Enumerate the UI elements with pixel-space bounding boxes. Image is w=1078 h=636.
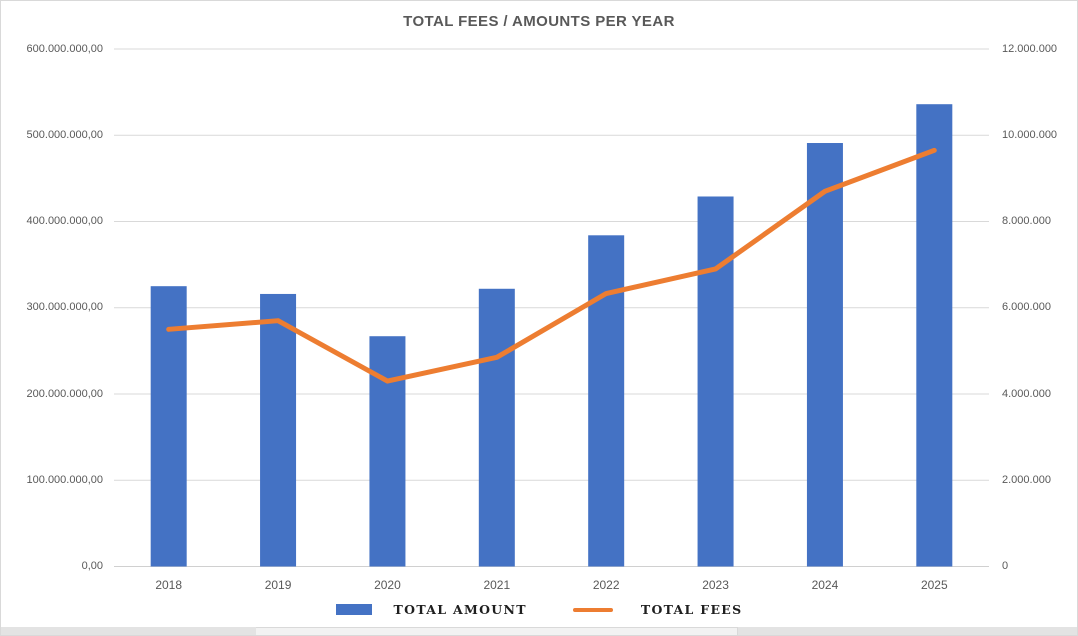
chart-title: TOTAL FEES / AMOUNTS PER YEAR	[403, 13, 675, 30]
right-axis-tick-label: 10.000.000	[1002, 128, 1058, 141]
right-axis-tick-label: 0	[1002, 560, 1009, 572]
legend-total-fees-label[interactable]: TOTAL FEES	[640, 602, 743, 617]
bottom-edge-strip	[1, 627, 1077, 635]
left-axis-tick-label: 300.000.000,00	[26, 301, 103, 314]
left-axis-tick-label: 100.000.000,00	[26, 473, 103, 486]
legend-line-swatch-icon[interactable]	[572, 607, 613, 612]
x-axis-tick-label: 2024	[811, 578, 839, 592]
bar-2020[interactable]	[369, 336, 406, 567]
x-axis-tick-label: 2019	[264, 578, 292, 592]
bar-2019[interactable]	[260, 293, 297, 567]
x-axis-tick-label: 2021	[483, 578, 511, 592]
x-axis-tick-label: 2020	[374, 578, 401, 592]
right-axis-tick-label: 4.000.000	[1002, 387, 1051, 400]
legend-bar-swatch-icon[interactable]	[335, 604, 372, 615]
bar-2024[interactable]	[806, 143, 843, 567]
left-axis-tick-label: 200.000.000,00	[26, 387, 103, 400]
right-axis-tick-label: 2.000.000	[1002, 473, 1051, 486]
bar-2018[interactable]	[150, 286, 187, 567]
bar-2021[interactable]	[478, 288, 515, 567]
legend: TOTAL AMOUNT TOTAL FEES	[1, 602, 1077, 617]
left-axis-tick-label: 400.000.000,00	[26, 215, 103, 227]
bottom-edge-strip-segment	[256, 627, 738, 635]
right-axis-tick-label: 8.000.000	[1002, 215, 1051, 227]
line-total-fees[interactable]	[166, 147, 937, 384]
x-axis-tick-label: 2025	[920, 578, 948, 592]
bar-2023[interactable]	[697, 196, 734, 567]
bar-2025[interactable]	[916, 104, 953, 567]
right-axis-tick-label: 6.000.000	[1002, 301, 1051, 314]
x-axis-tick-label: 2018	[155, 578, 183, 592]
legend-total-amount-label[interactable]: TOTAL AMOUNT	[393, 602, 527, 617]
bar-2022[interactable]	[588, 235, 625, 567]
left-axis-tick-label: 600.000.000,00	[26, 42, 103, 55]
left-axis-tick-label: 0,00	[81, 560, 103, 572]
x-axis-tick-label: 2022	[592, 578, 620, 592]
right-axis-tick-label: 12.000.000	[1002, 42, 1058, 55]
left-axis-tick-label: 500.000.000,00	[26, 128, 103, 141]
x-axis-tick-label: 2023	[702, 578, 729, 592]
